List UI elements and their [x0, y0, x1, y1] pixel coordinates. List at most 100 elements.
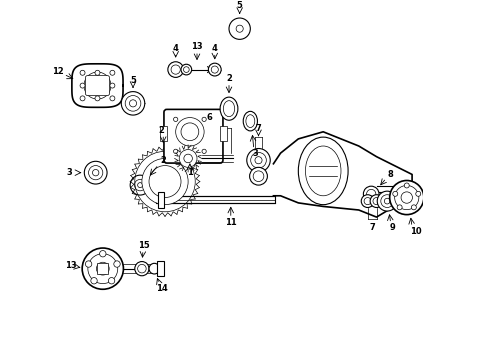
Circle shape	[249, 167, 268, 185]
Bar	[98, 263, 108, 274]
Circle shape	[171, 65, 180, 74]
Circle shape	[364, 186, 379, 202]
Circle shape	[364, 198, 371, 205]
Circle shape	[211, 66, 219, 73]
Circle shape	[373, 198, 380, 205]
Circle shape	[393, 191, 398, 196]
Circle shape	[183, 67, 189, 72]
Circle shape	[80, 96, 85, 101]
Text: 5: 5	[237, 1, 243, 10]
Circle shape	[97, 262, 109, 275]
Text: 14: 14	[156, 284, 167, 293]
Circle shape	[84, 161, 107, 184]
Ellipse shape	[298, 137, 348, 205]
Circle shape	[138, 264, 146, 273]
Circle shape	[184, 154, 193, 163]
Ellipse shape	[246, 115, 255, 127]
Bar	[157, 261, 164, 276]
Text: 10: 10	[410, 227, 421, 236]
Ellipse shape	[220, 97, 238, 120]
Text: 8: 8	[388, 170, 393, 179]
Circle shape	[88, 254, 118, 284]
Circle shape	[394, 185, 419, 210]
Circle shape	[110, 70, 115, 75]
Circle shape	[82, 248, 123, 289]
Circle shape	[90, 78, 105, 93]
Ellipse shape	[223, 101, 235, 117]
Circle shape	[149, 166, 181, 198]
Circle shape	[253, 171, 264, 181]
Circle shape	[202, 149, 206, 153]
Text: 12: 12	[52, 67, 64, 76]
Circle shape	[142, 158, 188, 205]
Circle shape	[149, 263, 160, 274]
Text: 7: 7	[256, 124, 261, 133]
Circle shape	[110, 96, 115, 101]
Circle shape	[367, 189, 376, 199]
Circle shape	[251, 152, 267, 168]
Bar	[220, 126, 227, 141]
Circle shape	[138, 183, 143, 188]
Circle shape	[377, 191, 397, 211]
FancyBboxPatch shape	[164, 109, 223, 163]
Bar	[160, 126, 167, 141]
Circle shape	[404, 183, 409, 188]
Circle shape	[401, 192, 413, 203]
Circle shape	[108, 278, 115, 284]
Circle shape	[397, 205, 402, 210]
Circle shape	[181, 123, 199, 141]
Circle shape	[80, 70, 85, 75]
Circle shape	[84, 72, 111, 99]
Circle shape	[181, 64, 192, 75]
Text: 2: 2	[226, 74, 232, 83]
Circle shape	[85, 261, 92, 267]
Circle shape	[255, 157, 262, 164]
Polygon shape	[273, 132, 412, 217]
Circle shape	[80, 83, 85, 88]
Text: 3: 3	[66, 168, 72, 177]
Circle shape	[110, 83, 115, 88]
Circle shape	[381, 195, 393, 207]
Circle shape	[229, 18, 250, 39]
Circle shape	[247, 148, 270, 172]
Circle shape	[95, 96, 100, 101]
Text: 11: 11	[225, 218, 237, 227]
Text: 9: 9	[390, 223, 395, 232]
Text: 13: 13	[65, 261, 76, 270]
Circle shape	[158, 266, 163, 271]
Text: 4: 4	[173, 44, 179, 53]
Circle shape	[390, 180, 424, 215]
Text: 1: 1	[187, 168, 193, 177]
Text: 2: 2	[160, 156, 166, 165]
Circle shape	[93, 170, 99, 176]
Text: 4: 4	[212, 44, 218, 53]
Text: 2: 2	[159, 126, 165, 135]
Circle shape	[122, 91, 145, 115]
Circle shape	[361, 195, 374, 207]
Circle shape	[236, 25, 243, 32]
Circle shape	[384, 198, 390, 204]
Ellipse shape	[243, 111, 257, 131]
Circle shape	[202, 117, 206, 121]
Text: 3: 3	[253, 149, 259, 158]
Circle shape	[130, 175, 150, 195]
Circle shape	[91, 278, 97, 284]
Circle shape	[173, 117, 178, 121]
Text: 15: 15	[138, 241, 149, 250]
Text: 7: 7	[369, 223, 375, 232]
Circle shape	[416, 191, 421, 196]
Circle shape	[370, 195, 383, 207]
Bar	[158, 192, 164, 207]
Circle shape	[179, 149, 197, 167]
Circle shape	[173, 149, 178, 153]
Circle shape	[89, 166, 103, 180]
Circle shape	[168, 62, 183, 77]
FancyBboxPatch shape	[85, 76, 110, 95]
Circle shape	[99, 251, 106, 257]
Circle shape	[412, 205, 416, 210]
Bar	[156, 197, 275, 203]
Circle shape	[135, 262, 149, 276]
Text: 13: 13	[191, 42, 203, 51]
Circle shape	[129, 100, 137, 107]
Circle shape	[134, 179, 146, 191]
